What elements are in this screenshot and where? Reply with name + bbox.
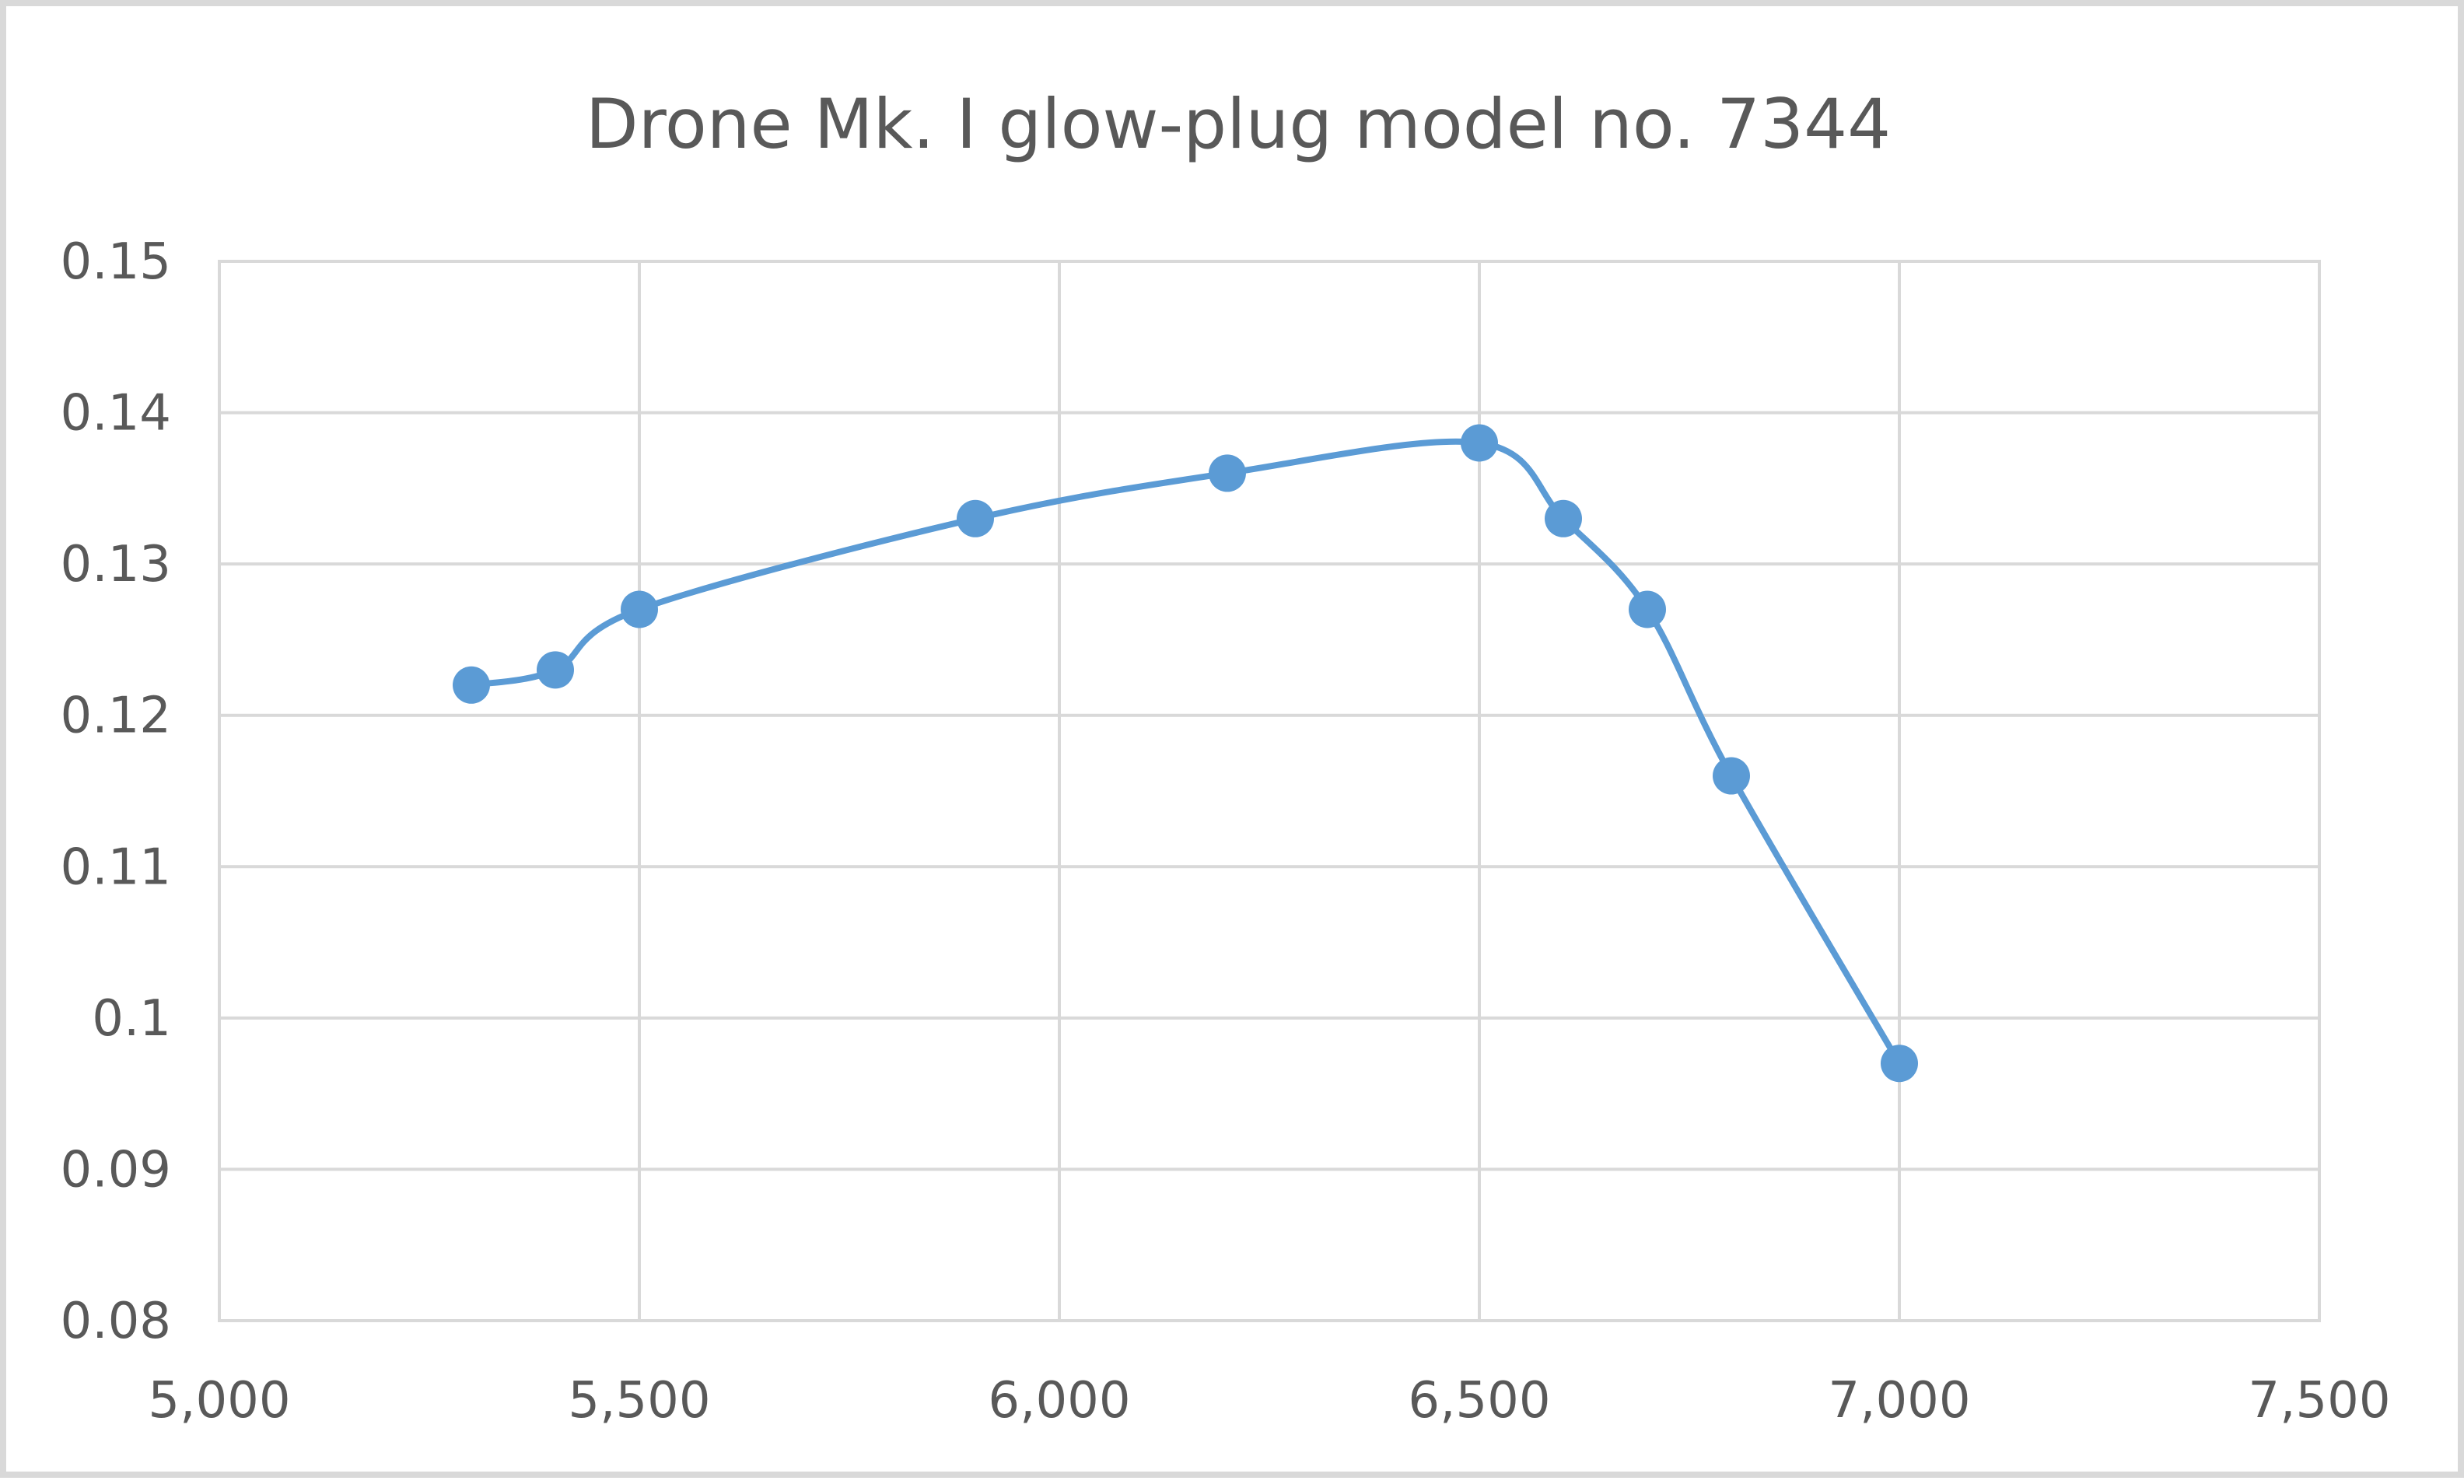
data-point-marker: [1461, 424, 1498, 462]
data-point-marker: [453, 666, 490, 704]
x-tick-label: 7,000: [1828, 1372, 1970, 1430]
x-tick-label: 5,000: [148, 1372, 290, 1430]
data-point-marker: [1629, 590, 1666, 628]
x-tick-label: 7,500: [2248, 1372, 2390, 1430]
chart-title: Drone Mk. I glow-plug model no. 7344: [586, 84, 1891, 164]
gridlines: [218, 260, 2321, 1322]
y-tick-label: 0.09: [61, 1141, 172, 1199]
x-tick-label: 5,500: [568, 1372, 710, 1430]
data-point-marker: [1545, 499, 1582, 537]
y-tick-label: 0.13: [61, 536, 172, 593]
y-tick-label: 0.15: [61, 233, 172, 291]
data-point-marker: [957, 499, 994, 537]
y-tick-label: 0.1: [92, 990, 171, 1048]
data-point-marker: [1209, 454, 1246, 492]
x-axis-tick-labels: 5,000 5,500 6,000 6,500 7,000 7,500: [148, 1372, 2390, 1430]
series-layer: [453, 424, 1918, 1083]
y-axis-tick-labels: 0.08 0.09 0.1 0.11 0.12 0.13 0.14 0.15: [61, 233, 172, 1350]
y-tick-label: 0.12: [61, 688, 172, 745]
data-point-marker: [621, 590, 658, 628]
series-line: [468, 438, 1902, 1067]
x-tick-label: 6,000: [988, 1372, 1130, 1430]
x-tick-label: 6,500: [1408, 1372, 1550, 1430]
y-tick-label: 0.08: [61, 1293, 172, 1350]
data-point-marker: [1881, 1045, 1918, 1083]
chart-svg: Drone Mk. I glow-plug model no. 7344 0.0…: [61, 84, 2391, 1430]
y-tick-label: 0.11: [61, 838, 172, 896]
plot-area-border: [218, 260, 2321, 1322]
y-tick-label: 0.14: [61, 385, 172, 443]
data-point-marker: [1713, 757, 1750, 795]
data-point-marker: [537, 651, 574, 689]
